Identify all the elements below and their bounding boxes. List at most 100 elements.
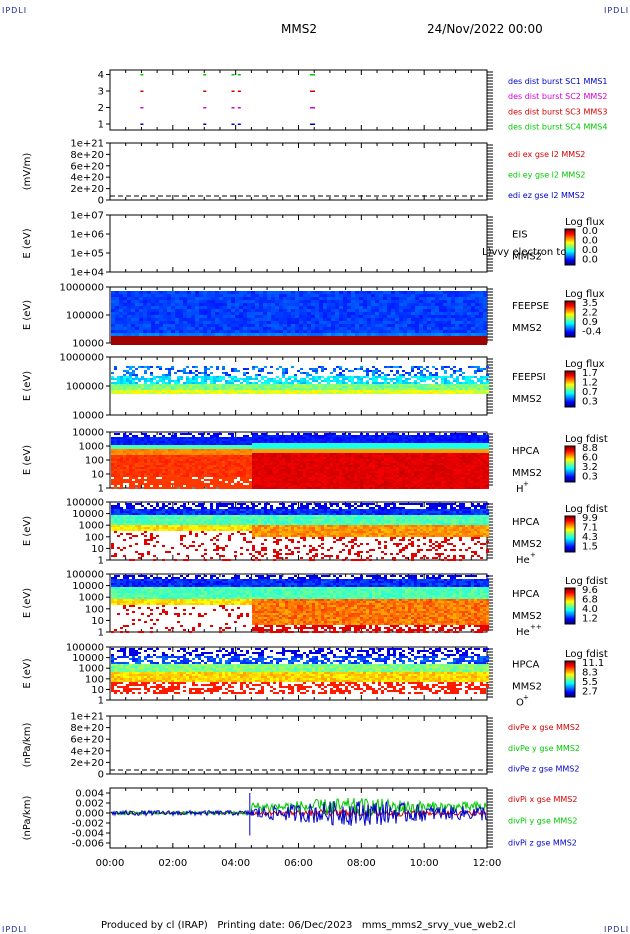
- spectrogram-cell: [227, 306, 231, 309]
- spectrogram-cell: [177, 380, 180, 382]
- spectrogram-cell: [447, 294, 451, 297]
- spectrogram-cell: [288, 384, 291, 386]
- spectrogram-cell: [343, 297, 347, 300]
- spectrogram-cell: [129, 447, 132, 449]
- spectrogram-cell: [249, 449, 252, 451]
- spectrogram-cell: [347, 291, 351, 294]
- spectrogram-cell: [347, 324, 351, 327]
- spectrogram-cell: [153, 376, 156, 378]
- spectrogram-cell: [258, 481, 261, 483]
- spectrogram-cell: [263, 315, 267, 318]
- spectrogram-cell: [444, 390, 447, 392]
- colorbar-cell: [565, 328, 575, 330]
- spectrogram-cell: [123, 384, 126, 386]
- spectrogram-cell: [151, 336, 155, 339]
- spectrogram-cell: [351, 333, 355, 336]
- spectrogram-cell: [275, 312, 279, 315]
- spectrogram-cell: [234, 469, 237, 471]
- spectrogram-cell: [324, 384, 327, 386]
- spectrogram-cell: [255, 327, 259, 330]
- spectrogram-cell: [215, 306, 219, 309]
- spectrogram-cell: [402, 388, 405, 390]
- spectrogram-cell: [183, 390, 186, 392]
- spectrogram-cell: [174, 386, 177, 388]
- spectrogram-cell: [163, 333, 167, 336]
- spectrogram-cell: [279, 318, 283, 321]
- spectrogram-cell: [463, 327, 467, 330]
- spectrogram-cell: [288, 382, 291, 384]
- spectrogram-cell: [195, 471, 198, 473]
- spectrogram-cell: [213, 453, 216, 455]
- spectrogram-cell: [287, 321, 291, 324]
- spectrogram-cell: [186, 390, 189, 392]
- spectrogram-cell: [123, 467, 126, 469]
- spectrogram-cell: [391, 321, 395, 324]
- spectrogram-cell: [432, 388, 435, 390]
- spectrogram-cell: [387, 333, 391, 336]
- spectrogram-cell: [115, 303, 119, 306]
- spectrogram-cell: [291, 382, 294, 384]
- spectrogram-cell: [153, 445, 156, 447]
- spectrogram-cell: [403, 291, 407, 294]
- spectrogram-cell: [255, 294, 259, 297]
- spectrogram-cell: [114, 467, 117, 469]
- spectrogram-cell: [126, 392, 129, 394]
- spectrogram-cell: [348, 386, 351, 388]
- spectrogram-cell: [141, 378, 144, 380]
- spectrogram-cell: [243, 384, 246, 386]
- spectrogram-cell: [462, 392, 465, 394]
- spectrogram-cell: [407, 291, 411, 294]
- spectrogram-cell: [204, 459, 207, 461]
- spectrogram-cell: [447, 309, 451, 312]
- spectrogram-cell: [155, 333, 159, 336]
- spectrogram-cell: [443, 336, 447, 339]
- spectrogram-cell: [387, 374, 390, 376]
- feepsi-spacecraft: MMS2: [512, 394, 542, 405]
- spectrogram-cell: [345, 368, 348, 370]
- spectrogram-cell: [463, 291, 467, 294]
- spectrogram-cell: [210, 439, 213, 441]
- spectrogram-cell: [432, 384, 435, 386]
- spectrogram-cell: [306, 386, 309, 388]
- spectrogram-cell: [210, 453, 213, 455]
- spectrogram-cell: [363, 370, 366, 372]
- spectrogram-cell: [351, 392, 354, 394]
- spectrogram-cell: [396, 388, 399, 390]
- spectrogram-cell: [126, 481, 129, 483]
- spectrogram-cell: [258, 368, 261, 370]
- spectrogram-cell: [231, 339, 235, 342]
- spectrogram-cell: [203, 306, 207, 309]
- spectrogram-cell: [271, 318, 275, 321]
- spectrogram-cell: [237, 487, 240, 489]
- spectrogram-cell: [183, 368, 186, 370]
- spectrogram-cell: [216, 386, 219, 388]
- spectrogram-cell: [243, 471, 246, 473]
- spectrogram-cell: [306, 376, 309, 378]
- spectrogram-cell: [199, 294, 203, 297]
- eis-ytick-label: 1e+07: [70, 211, 104, 222]
- spectrogram-cell: [273, 437, 276, 439]
- spectrogram-cell: [174, 437, 177, 439]
- spectrogram-cell: [114, 437, 117, 439]
- spectrogram-cell: [179, 300, 183, 303]
- spectrogram-cell: [168, 469, 171, 471]
- spectrogram-cell: [315, 368, 318, 370]
- spectrogram-cell: [237, 437, 240, 439]
- spectrogram-cell: [144, 479, 147, 481]
- spectrogram-cell: [204, 447, 207, 449]
- spectrogram-cell: [297, 388, 300, 390]
- spectrogram-cell: [132, 487, 135, 489]
- spectrogram-cell: [171, 336, 175, 339]
- spectrogram-cell: [131, 336, 135, 339]
- spectrogram-cell: [443, 318, 447, 321]
- spectrogram-cell: [227, 327, 231, 330]
- spectrogram-cell: [186, 473, 189, 475]
- spectrogram-cell: [431, 306, 435, 309]
- spectrogram-cell: [115, 312, 119, 315]
- spectrogram-cell: [471, 336, 475, 339]
- spectrogram-cell: [479, 294, 483, 297]
- spectrogram-cell: [141, 481, 144, 483]
- spectrogram-cell: [162, 463, 165, 465]
- spectrogram-cell: [243, 447, 246, 449]
- spectrogram-cell: [139, 297, 143, 300]
